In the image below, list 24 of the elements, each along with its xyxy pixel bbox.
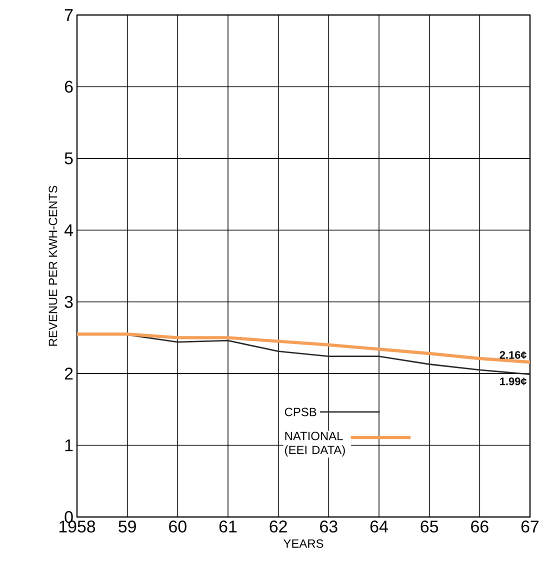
- y-tick-label: 5: [64, 152, 73, 164]
- x-tick-label: 1958: [59, 520, 96, 533]
- y-tick-label: 7: [64, 9, 73, 21]
- y-tick-label: 4: [64, 224, 73, 236]
- y-tick-label: 3: [64, 296, 73, 308]
- x-tick-label: 59: [118, 520, 136, 533]
- y-axis-title: REVENUE PER KWH-CENTS: [48, 186, 58, 346]
- legend-label: CPSB: [284, 408, 316, 416]
- x-tick-label: 63: [320, 520, 338, 533]
- x-tick-label: 66: [471, 520, 488, 533]
- y-tick-label: 1: [65, 439, 73, 452]
- x-tick-label: 65: [420, 520, 438, 533]
- x-axis-title: YEARS: [284, 539, 324, 548]
- x-tick-label: 64: [370, 520, 388, 533]
- y-tick-label: 2: [64, 368, 73, 380]
- y-tick-label: 6: [64, 80, 73, 93]
- x-tick-label: 62: [270, 520, 287, 533]
- data-label: 2.16¢: [500, 351, 527, 359]
- legend-label: NATIONAL (EEI DATA): [285, 432, 345, 457]
- line-series: [77, 332, 530, 364]
- x-tick-label: 60: [169, 520, 186, 533]
- x-tick-label: 61: [219, 520, 237, 533]
- data-label: 1.99¢: [500, 377, 527, 386]
- x-tick-label: 67: [521, 520, 539, 533]
